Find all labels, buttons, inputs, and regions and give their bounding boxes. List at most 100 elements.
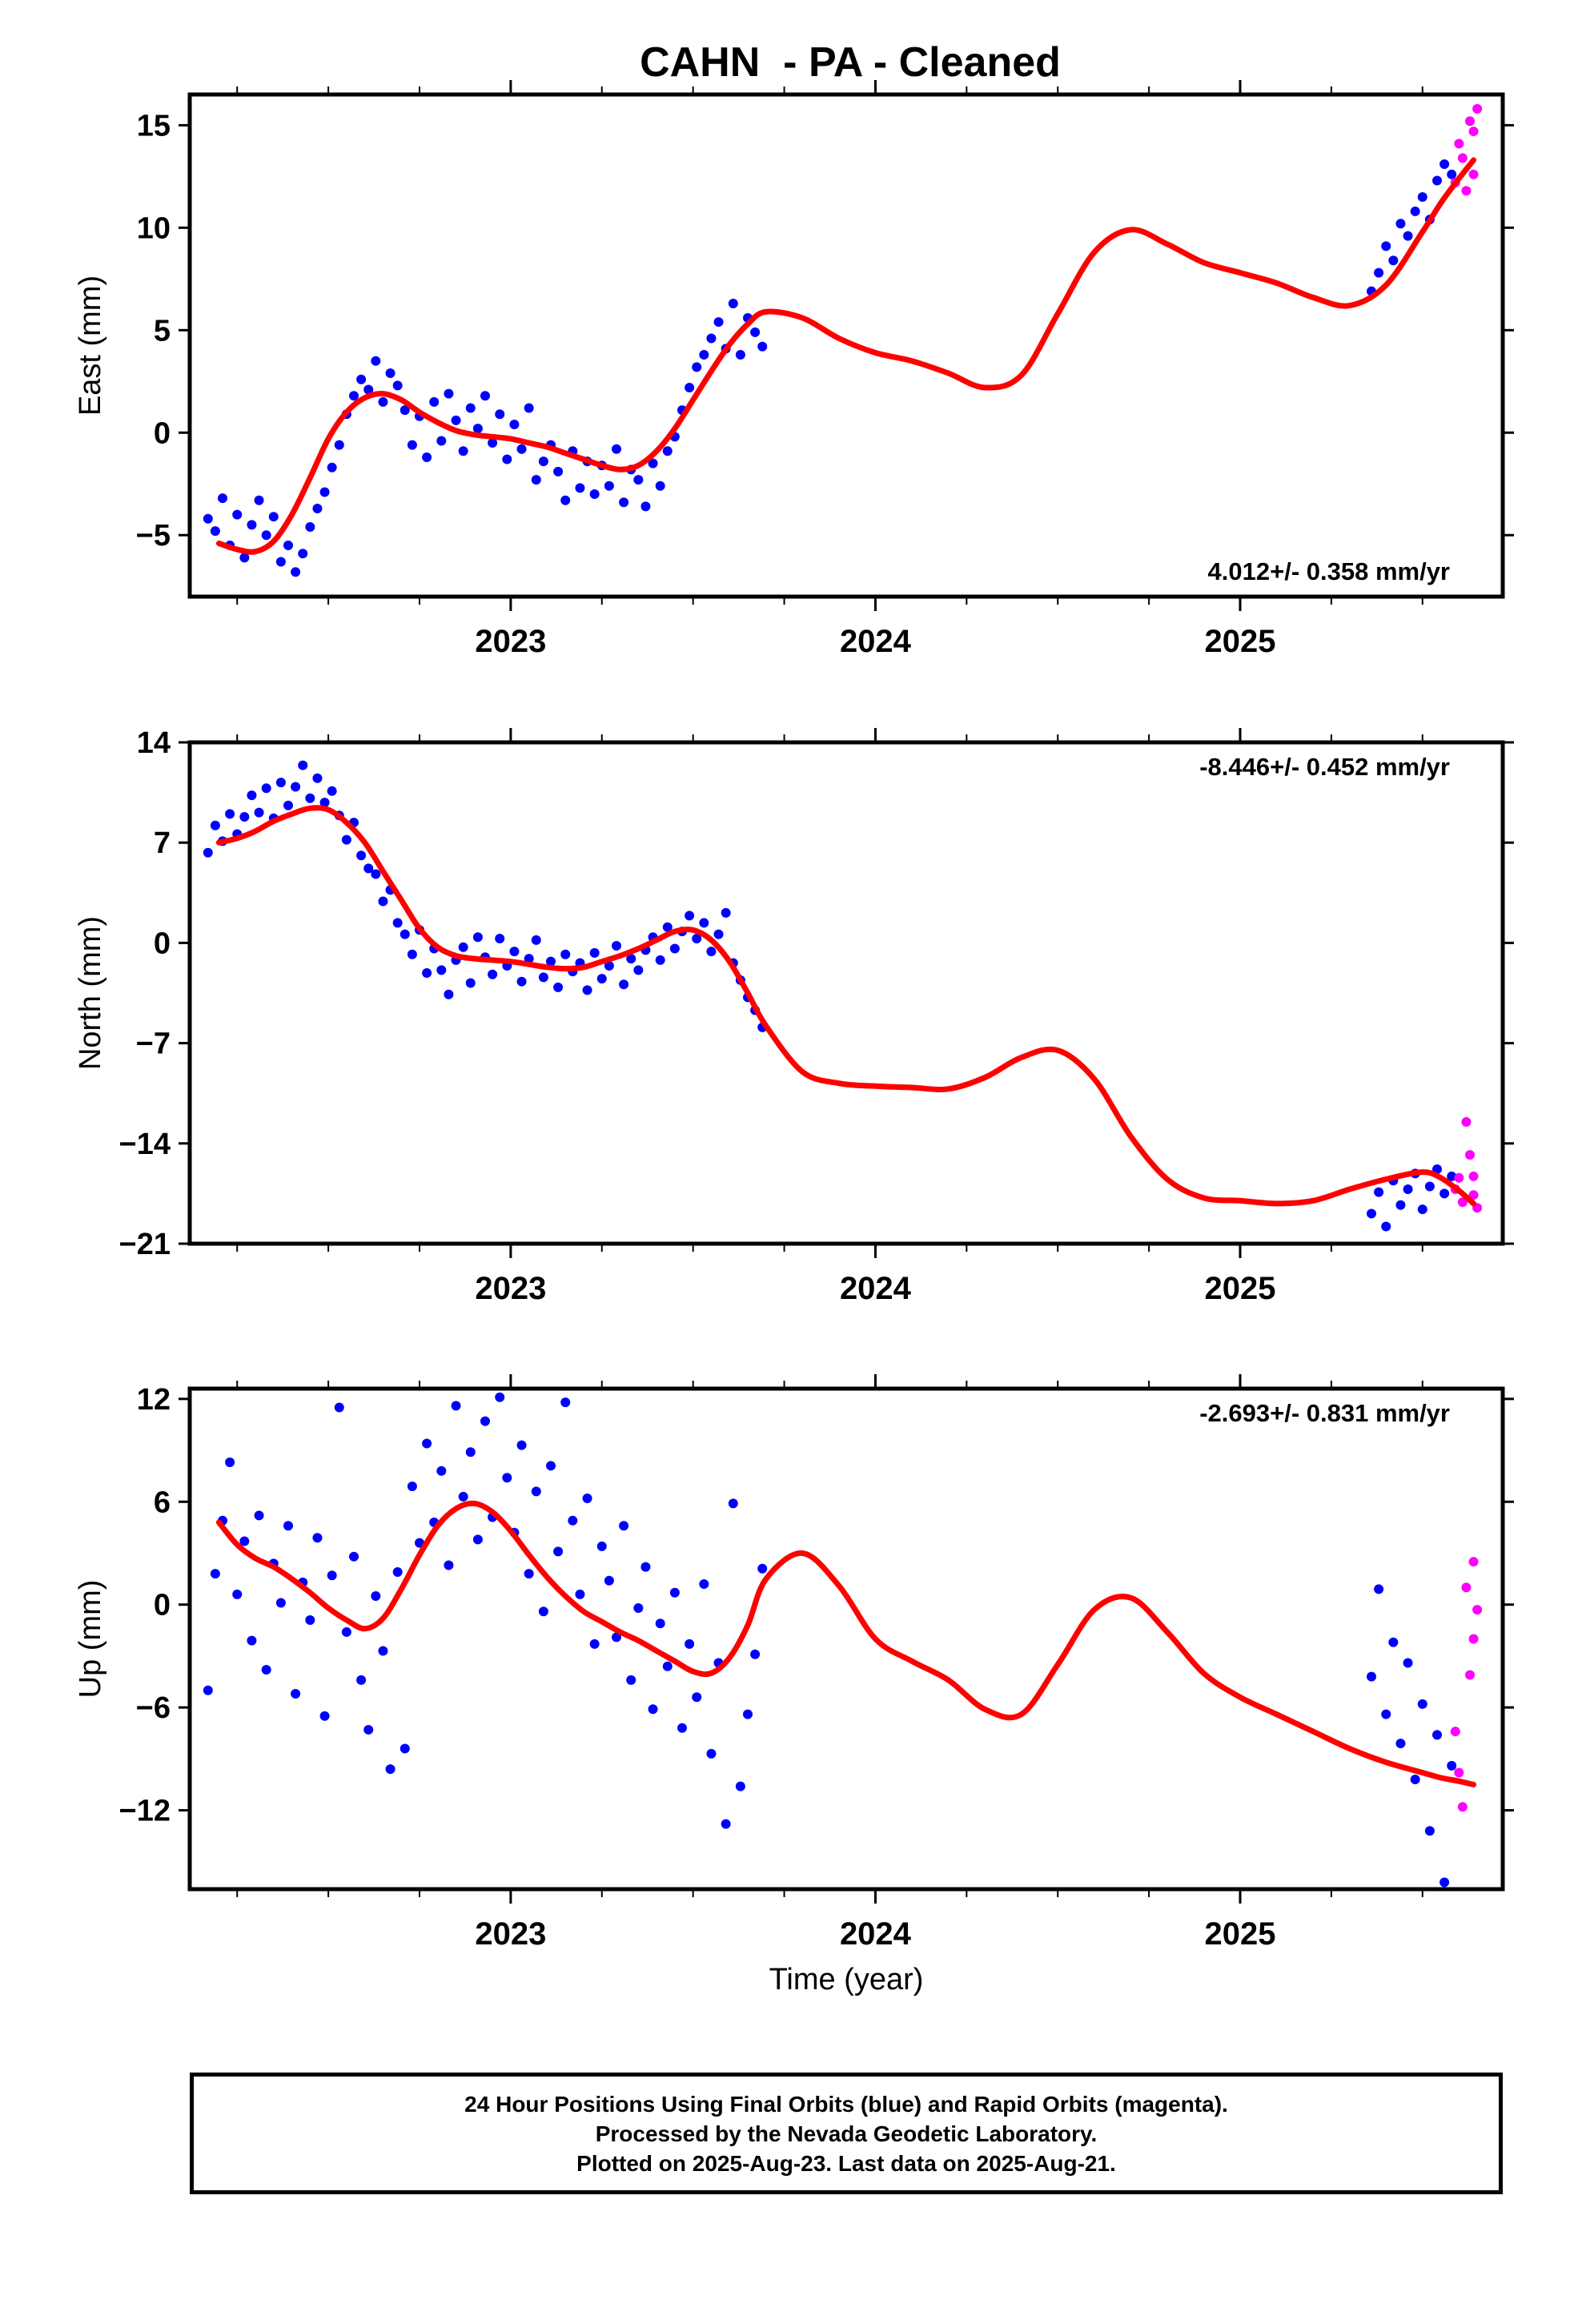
up-final-point xyxy=(692,1692,702,1703)
east-final-point xyxy=(488,438,498,448)
east-ytick-label: −5 xyxy=(136,519,171,553)
up-final-point xyxy=(596,1541,607,1551)
up-final-point xyxy=(699,1579,709,1590)
north-final-point xyxy=(655,955,665,965)
east-final-point xyxy=(378,396,388,407)
east-panel: −5 0 5 10 15 2023 2024 2025 East (mm) 4.012+/- 0.… xyxy=(74,80,1514,659)
north-ytick-label: −21 xyxy=(119,1228,171,1261)
east-rapid-point xyxy=(1468,169,1479,179)
north-final-point xyxy=(312,773,323,783)
up-final-point xyxy=(516,1440,527,1450)
north-final-point xyxy=(1417,1204,1427,1215)
up-final-point xyxy=(327,1570,337,1581)
east-final-point xyxy=(604,480,614,491)
east-final-point xyxy=(531,475,541,485)
east-final-point xyxy=(757,341,768,352)
north-final-point xyxy=(524,954,534,964)
east-final-point xyxy=(371,356,381,366)
caption-line-3: Plotted on 2025-Aug-23. Last data on 202… xyxy=(576,2150,1116,2176)
north-final-point xyxy=(582,985,592,995)
east-final-point xyxy=(699,350,709,360)
up-final-point xyxy=(633,1602,644,1613)
east-final-point xyxy=(407,440,417,450)
north-final-point xyxy=(1439,1188,1450,1199)
east-final-point xyxy=(509,420,520,430)
up-final-point xyxy=(524,1569,534,1579)
east-final-point xyxy=(502,454,512,464)
east-final-point xyxy=(385,368,396,379)
east-final-point xyxy=(750,327,761,337)
east-final-point xyxy=(1417,191,1427,202)
up-model-line xyxy=(215,1500,1477,1787)
east-final-point xyxy=(291,567,301,577)
up-final-point xyxy=(254,1510,264,1521)
up-final-point xyxy=(612,1632,621,1642)
east-final-point xyxy=(619,497,629,508)
north-final-point xyxy=(509,947,520,957)
up-final-point xyxy=(210,1569,220,1579)
up-final-point xyxy=(283,1521,293,1531)
east-final-point xyxy=(706,333,717,344)
up-final-point xyxy=(546,1461,556,1471)
north-final-point xyxy=(319,798,330,808)
north-final-point xyxy=(225,809,235,819)
east-final-point xyxy=(400,405,410,416)
up-final-point xyxy=(247,1635,257,1646)
up-final-point xyxy=(378,1646,388,1656)
up-rapid-point xyxy=(1457,1802,1468,1812)
north-final-point xyxy=(538,972,548,983)
east-final-point xyxy=(218,493,227,504)
north-final-point xyxy=(247,790,257,801)
up-final-point xyxy=(589,1638,600,1649)
chart-title: CAHN - PA - Cleaned xyxy=(640,39,1061,86)
east-final-point xyxy=(465,403,476,413)
up-final-point xyxy=(363,1724,374,1735)
north-final-point xyxy=(633,965,644,975)
up-xtick-label: 2023 xyxy=(475,1916,546,1952)
up-final-point xyxy=(291,1688,301,1699)
north-ytick-label: 14 xyxy=(137,726,171,760)
up-final-point xyxy=(706,1748,717,1759)
up-final-point xyxy=(312,1533,323,1543)
north-final-point xyxy=(422,967,432,978)
up-final-point xyxy=(319,1711,330,1721)
up-final-point xyxy=(1417,1699,1427,1709)
east-final-point xyxy=(298,549,308,559)
up-final-point xyxy=(495,1392,505,1402)
up-final-point xyxy=(648,1704,658,1715)
up-final-point xyxy=(1381,1709,1391,1719)
up-final-point xyxy=(626,1675,636,1685)
up-xlabel: Time (year) xyxy=(769,1963,924,1996)
north-rapid-point xyxy=(1468,1190,1479,1200)
up-ytick-label: 6 xyxy=(154,1486,171,1519)
east-final-point xyxy=(575,483,585,493)
east-xtick-label: 2025 xyxy=(1205,624,1276,659)
east-final-point xyxy=(1410,206,1420,216)
north-final-point xyxy=(619,979,629,990)
north-final-point xyxy=(699,918,709,928)
east-final-point xyxy=(334,440,344,450)
east-final-point xyxy=(713,317,724,328)
east-final-point xyxy=(458,446,468,456)
up-final-point xyxy=(239,1536,250,1546)
up-xtick-label: 2025 xyxy=(1205,1916,1276,1952)
north-final-point xyxy=(1367,1208,1376,1219)
north-ytick-label: 7 xyxy=(154,826,171,860)
up-final-point xyxy=(568,1515,578,1526)
east-final-point xyxy=(247,520,257,530)
east-final-point xyxy=(1388,255,1399,266)
up-final-point xyxy=(225,1458,235,1468)
east-final-point xyxy=(305,521,315,532)
east-final-point xyxy=(735,350,745,360)
up-final-point xyxy=(341,1626,351,1637)
up-final-point xyxy=(502,1473,512,1483)
east-rapid-point xyxy=(1461,186,1472,196)
north-final-point xyxy=(1381,1221,1391,1232)
up-final-point xyxy=(1388,1637,1399,1647)
north-final-point xyxy=(275,778,286,788)
east-final-point xyxy=(612,444,621,454)
east-rapid-point xyxy=(1468,127,1479,137)
up-final-point xyxy=(685,1638,695,1649)
up-final-point xyxy=(392,1567,403,1578)
